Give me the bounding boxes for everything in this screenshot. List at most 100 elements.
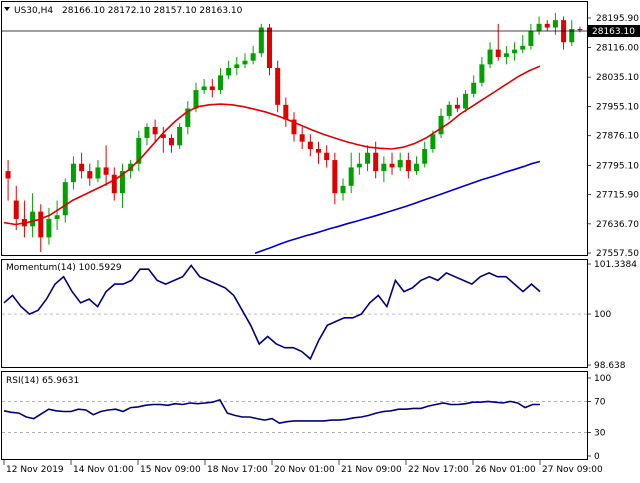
candle-body (291, 119, 297, 135)
candle-body (528, 31, 534, 46)
candle-body (356, 163, 362, 168)
candle-body (79, 163, 85, 172)
candle-body (365, 152, 371, 164)
candle-body (193, 90, 199, 109)
candle-body (62, 182, 68, 216)
price-axis-label: 27557.50 (596, 249, 639, 259)
candle-body (283, 104, 289, 120)
candle-body (569, 29, 575, 43)
candle-body (495, 49, 501, 57)
candle-body (250, 53, 256, 61)
candle-body (87, 171, 93, 179)
candle-body (512, 49, 518, 54)
time-axis-label: 20 Nov 01:00 (274, 465, 335, 475)
candle-body (299, 134, 305, 142)
candle-body (536, 23, 542, 32)
rsi-axis-label: 0 (594, 452, 600, 462)
rsi-panel (1, 371, 588, 460)
candle-body (30, 211, 36, 227)
candle-body (479, 64, 485, 83)
candle-body (234, 64, 240, 69)
moving-average-fast-line (3, 65, 541, 226)
candle-body (503, 53, 509, 57)
candle-body (5, 171, 11, 179)
candle-body (405, 160, 411, 172)
candle-body (168, 137, 174, 146)
momentum-axis-label: 100 (594, 310, 611, 320)
price-axis-label: 27636.70 (596, 220, 639, 230)
candle-body (577, 29, 583, 31)
candle-body (95, 167, 101, 179)
rsi-axis-label: 100 (594, 374, 611, 384)
candle-body (520, 45, 526, 50)
moving-average-slow-line (254, 160, 541, 254)
momentum-axis-label: 98.638 (594, 361, 626, 371)
candle-body (373, 152, 379, 172)
candle-body (275, 68, 281, 105)
candle-body (217, 75, 223, 91)
dropdown-triangle-icon[interactable] (4, 7, 10, 11)
candle-body (348, 167, 354, 186)
candle-body (70, 163, 76, 183)
time-axis-label: 18 Nov 17:00 (207, 465, 268, 475)
time-axis-label: 15 Nov 09:00 (140, 465, 201, 475)
candle-body (226, 68, 232, 76)
time-axis-label: 14 Nov 01:00 (73, 465, 134, 475)
current-price-badge (588, 25, 640, 37)
rsi-line (3, 398, 540, 425)
candle-body (103, 167, 109, 175)
price-axis-label: 28035.10 (596, 73, 639, 83)
ohlc-values: 28166.10 28172.10 28157.10 28163.10 (62, 6, 243, 16)
candle-body (389, 163, 395, 168)
momentum-axis-label: 101.3384 (594, 260, 637, 270)
candle-body (430, 134, 436, 150)
price-axis-label: 27715.90 (596, 191, 639, 201)
candle-body (340, 185, 346, 194)
momentum-panel (1, 259, 588, 368)
candle-body (266, 27, 272, 69)
price-axis-label: 28195.90 (596, 14, 639, 24)
candle-body (446, 104, 452, 116)
candle-body (422, 149, 428, 164)
current-price-label: 28163.10 (592, 27, 635, 37)
time-axis-label: 12 Nov 2019 (6, 465, 64, 475)
candle-body (307, 141, 313, 150)
time-axis: 12 Nov 2019 14 Nov 01:00 15 Nov 09:00 18 No… (3, 460, 603, 475)
candle-body (46, 218, 52, 238)
candle-body (332, 160, 338, 194)
candle-body (381, 163, 387, 172)
candle-body (471, 82, 477, 94)
candle-body (152, 126, 158, 135)
chart-header: US30,H4 28166.10 28172.10 28157.10 28163… (4, 6, 243, 16)
momentum-title: Momentum(14) 100.5929 (6, 263, 122, 273)
candle-body (544, 23, 550, 28)
rsi-axis-label: 70 (594, 397, 606, 407)
symbol-label: US30,H4 (14, 6, 53, 16)
momentum-line (3, 264, 541, 361)
candle-body (324, 152, 330, 161)
candle-body (414, 163, 420, 172)
candle-body (463, 93, 469, 109)
time-axis-label: 22 Nov 17:00 (408, 465, 469, 475)
candle-body (316, 149, 322, 153)
candle-body (438, 115, 444, 135)
candle-body (454, 104, 460, 109)
price-axis-label: 27955.10 (596, 103, 639, 113)
candle-body (38, 211, 44, 238)
candle-body (136, 137, 142, 164)
candle-body (209, 86, 215, 91)
candle-body (177, 126, 183, 146)
candle-body (201, 86, 207, 91)
candle-body (397, 160, 403, 168)
candle-body (185, 108, 191, 127)
candle-body (54, 215, 60, 219)
time-axis-label: 21 Nov 09:00 (341, 465, 402, 475)
candle-body (144, 126, 150, 138)
candle-body (13, 200, 19, 219)
candle-body (242, 60, 248, 65)
candle-body (119, 171, 125, 194)
price-axis-label: 28116.00 (596, 43, 639, 53)
price-axis-label: 27795.10 (596, 162, 639, 172)
